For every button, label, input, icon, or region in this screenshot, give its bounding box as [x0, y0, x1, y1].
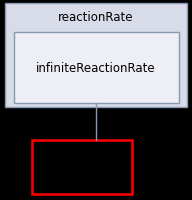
Text: infiniteReactionRate: infiniteReactionRate: [36, 62, 156, 74]
Bar: [5, 4, 187, 107]
Bar: [14, 33, 179, 103]
Bar: [32, 140, 132, 194]
Text: reactionRate: reactionRate: [58, 11, 134, 23]
